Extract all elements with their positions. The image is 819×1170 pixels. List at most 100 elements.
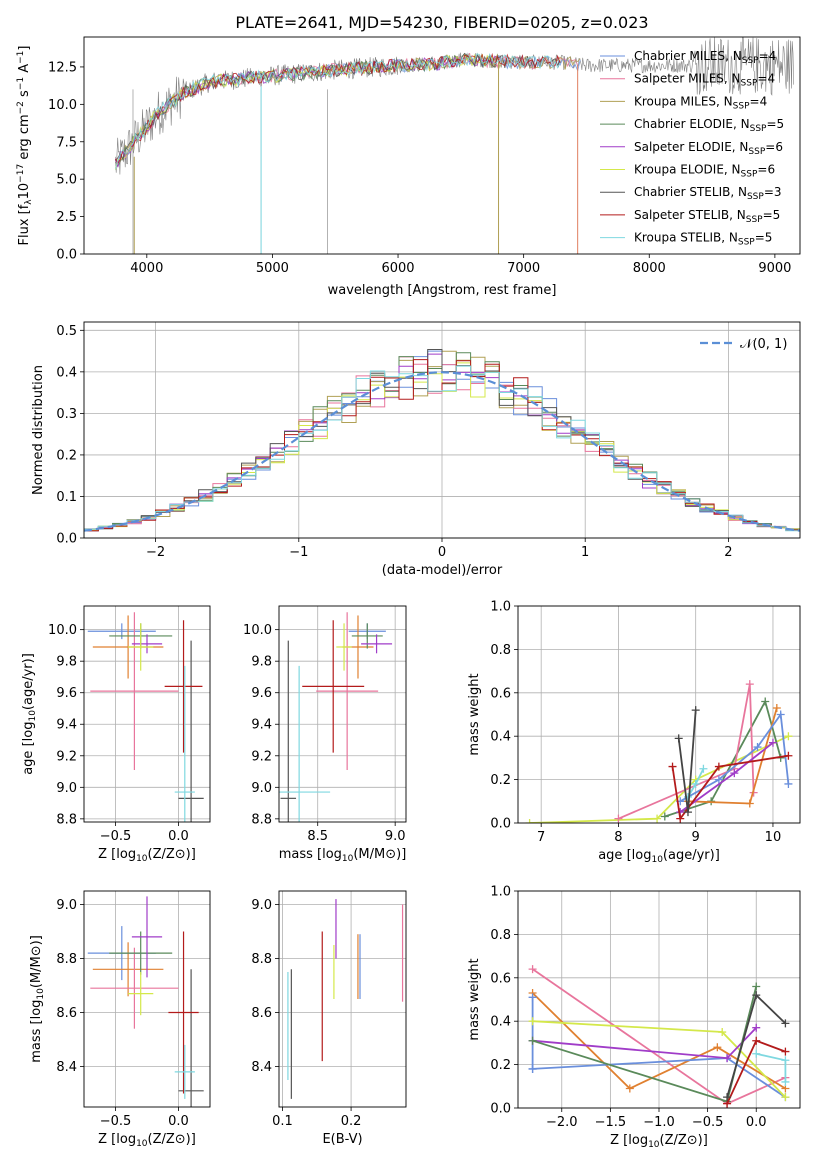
x-tick-label: 6000 — [381, 261, 414, 276]
plot-area — [279, 612, 393, 822]
y-tick-label: 8.4 — [251, 1060, 272, 1075]
legend-label: Chabrier MILES, NSSP=4 — [634, 49, 776, 66]
y-tick-label: 0.1 — [56, 490, 77, 505]
y-tick-label: 1.0 — [490, 600, 511, 615]
legend-label: Chabrier STELIB, NSSP=3 — [634, 185, 782, 202]
weight-marker — [752, 1049, 761, 1058]
model-series-line — [115, 52, 579, 163]
axes-age_vs_Z: −0.5 0.0 8.8 9.0 9.2 9.4 9.6 9.8 10.0 age [log10(… — [21, 605, 211, 864]
plot-area — [525, 680, 793, 823]
weight-marker — [772, 703, 781, 712]
x-tick-label: 8 — [614, 830, 622, 845]
weight-marker — [752, 991, 761, 1000]
x-axis-label: Z [log10(Z/Z⊙)] — [98, 847, 196, 864]
y-tick-label: 2.5 — [56, 210, 77, 225]
x-tick-label: −1.5 — [595, 1115, 627, 1130]
weight-marker — [528, 1036, 537, 1045]
weight-marker — [781, 1077, 790, 1086]
x-axis-label: age [log10(age/yr)] — [598, 848, 720, 865]
model-series-line — [114, 53, 561, 170]
y-tick-label: 9.8 — [56, 655, 77, 670]
y-tick-label: 0.4 — [490, 730, 511, 745]
legend-label: Salpeter ELODIE, NSSP=6 — [634, 140, 783, 157]
figure-title: PLATE=2641, MJD=54230, FIBERID=0205, z=0… — [235, 13, 648, 32]
x-tick-label: 4000 — [130, 261, 163, 276]
axes-frame — [278, 890, 407, 1108]
y-tick-label: 0.4 — [490, 1015, 511, 1030]
y-tick-label: 8.8 — [251, 952, 272, 967]
legend-label: Salpeter MILES, NSSP=4 — [634, 72, 775, 89]
model-series-line — [115, 52, 561, 162]
weight-marker — [718, 1028, 727, 1037]
y-tick-label: 0.8 — [490, 928, 511, 943]
plot-area — [528, 965, 790, 1108]
y-tick-label: 9.4 — [251, 718, 272, 733]
axes-frame — [517, 890, 801, 1109]
x-tick-label: 9 — [692, 830, 700, 845]
weight-marker — [714, 762, 723, 771]
weight-marker — [761, 697, 770, 706]
y-tick-label: 8.4 — [56, 1060, 77, 1075]
weight-marker — [781, 1047, 790, 1056]
weight-marker — [714, 775, 723, 784]
y-tick-label: 8.8 — [251, 812, 272, 827]
plot-area — [114, 37, 794, 254]
y-tick-label: 0.0 — [490, 1102, 511, 1117]
x-tick-label: 5000 — [256, 261, 289, 276]
gaussian-curve — [84, 371, 800, 532]
axes-residuals: −2 −1 0 1 2 0.0 0.1 0.2 0.3 0.4 0.5 Normed distribu… — [31, 321, 801, 578]
weight-series-line — [671, 754, 789, 821]
plot-area — [87, 896, 204, 1107]
x-axis-label: Z [log10(Z/Z⊙)] — [98, 1132, 196, 1149]
x-tick-label: 8000 — [633, 261, 666, 276]
weight-marker — [784, 779, 793, 788]
weight-marker — [753, 743, 762, 752]
y-tick-label: 8.8 — [56, 812, 77, 827]
y-tick-label: 0.4 — [56, 365, 77, 380]
x-tick-label: −0.5 — [100, 1114, 132, 1129]
y-tick-label: 8.6 — [251, 1006, 272, 1021]
x-tick-label: −2.0 — [546, 1115, 578, 1130]
legend-label: Kroupa STELIB, NSSP=5 — [634, 231, 772, 248]
legend-label: Kroupa MILES, NSSP=4 — [634, 94, 767, 111]
y-axis-label: Flux [fλ10−17 erg cm−2 s−1 A−1] — [16, 46, 34, 246]
y-axis-label: mass weight — [467, 958, 482, 1040]
weight-marker — [668, 762, 677, 771]
weight-marker — [614, 814, 623, 823]
y-tick-label: 0.8 — [490, 643, 511, 658]
weight-marker — [784, 751, 793, 760]
y-tick-label: 10.0 — [48, 623, 77, 638]
x-tick-label: −0.5 — [692, 1115, 724, 1130]
axes-mass_vs_Z: −0.5 0.0 8.4 8.6 8.8 9.0 mass [log10(M/M⊙)] Z [… — [29, 890, 211, 1149]
weight-marker — [528, 1064, 537, 1073]
x-tick-label: 7 — [537, 830, 545, 845]
x-tick-label: −2 — [146, 545, 165, 560]
x-tick-label: 0.0 — [168, 829, 189, 844]
legend-label: Kroupa ELODIE, NSSP=6 — [634, 163, 775, 180]
weight-series-line — [756, 1052, 787, 1082]
weight-marker — [653, 814, 662, 823]
weight-marker — [768, 738, 777, 747]
weight-marker — [625, 1084, 634, 1093]
weight-series-line — [679, 741, 774, 813]
weight-marker — [699, 764, 708, 773]
y-tick-label: 9.0 — [56, 781, 77, 796]
model-series-line — [115, 52, 561, 164]
y-tick-label: 9.6 — [56, 686, 77, 701]
x-tick-label: 8.5 — [307, 829, 328, 844]
weight-marker — [745, 680, 754, 689]
y-tick-label: 5.0 — [56, 173, 77, 188]
y-axis-label: Normed distribution — [31, 365, 46, 495]
y-tick-label: 12.5 — [48, 60, 77, 75]
y-tick-label: 0.6 — [490, 686, 511, 701]
y-tick-label: 9.0 — [251, 898, 272, 913]
y-tick-label: 0.0 — [56, 248, 77, 263]
weight-marker — [528, 1017, 537, 1026]
legend-label: 𝒩(0, 1) — [740, 337, 787, 352]
y-tick-label: 1.0 — [490, 885, 511, 900]
x-tick-label: 0.2 — [341, 1114, 362, 1129]
x-tick-label: 0.0 — [168, 1114, 189, 1129]
y-tick-label: 0.6 — [490, 971, 511, 986]
weight-marker — [723, 1093, 732, 1102]
